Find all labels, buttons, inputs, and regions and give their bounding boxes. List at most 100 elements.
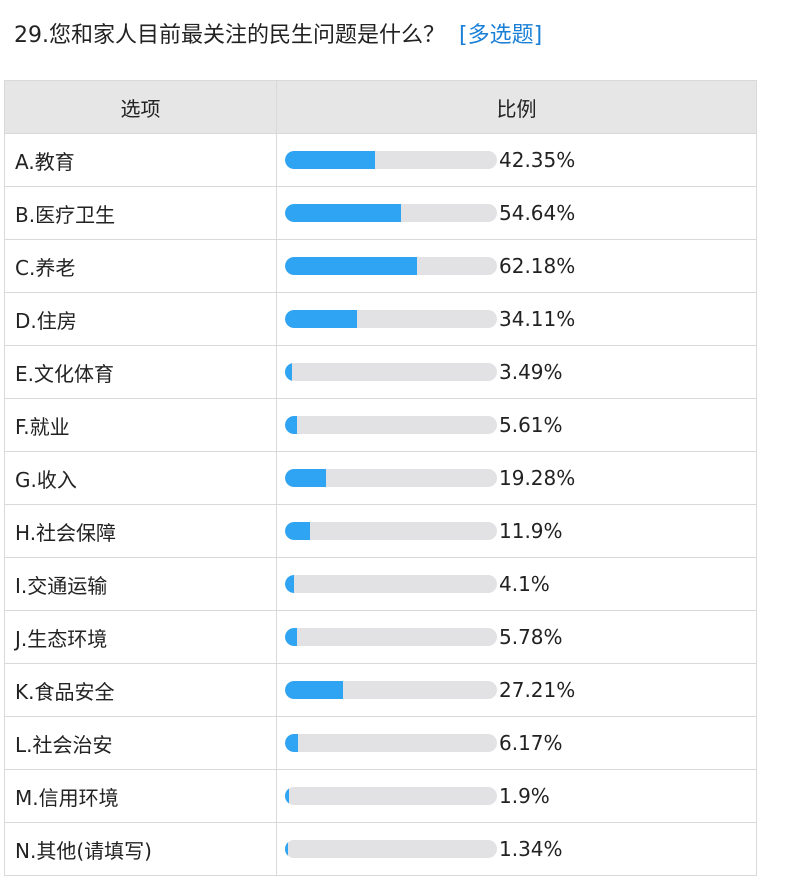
option-label: B.医疗卫生 bbox=[4, 186, 277, 240]
ratio-cell: 3.49% bbox=[276, 345, 757, 399]
percent-value: 54.64% bbox=[499, 201, 576, 225]
header-ratio: 比例 bbox=[276, 80, 757, 134]
progress-bar: 54.64% bbox=[277, 201, 756, 225]
progress-fill bbox=[285, 787, 290, 805]
question-type-tag: [多选题] bbox=[459, 23, 543, 48]
table-row: A.教育 42.35% bbox=[4, 133, 757, 187]
progress-track bbox=[285, 840, 497, 858]
progress-fill bbox=[285, 469, 326, 487]
progress-bar: 1.34% bbox=[277, 837, 756, 861]
progress-track bbox=[285, 681, 497, 699]
ratio-cell: 34.11% bbox=[276, 292, 757, 346]
progress-track bbox=[285, 363, 497, 381]
progress-fill bbox=[285, 257, 417, 275]
progress-fill bbox=[285, 840, 289, 858]
table-row: G.收入 19.28% bbox=[4, 451, 757, 505]
question-heading: 29.您和家人目前最关注的民生问题是什么？ [多选题] bbox=[14, 20, 542, 52]
percent-value: 1.34% bbox=[499, 837, 563, 861]
progress-track bbox=[285, 257, 497, 275]
progress-bar: 3.49% bbox=[277, 360, 756, 384]
progress-fill bbox=[285, 310, 358, 328]
question-title: 29.您和家人目前最关注的民生问题是什么？ bbox=[14, 23, 445, 48]
option-label: F.就业 bbox=[4, 398, 277, 452]
ratio-cell: 1.34% bbox=[276, 822, 757, 876]
progress-bar: 11.9% bbox=[277, 519, 756, 543]
progress-track bbox=[285, 628, 497, 646]
progress-track bbox=[285, 734, 497, 752]
progress-bar: 34.11% bbox=[277, 307, 756, 331]
progress-track bbox=[285, 416, 497, 434]
percent-value: 5.78% bbox=[499, 625, 563, 649]
ratio-cell: 4.1% bbox=[276, 557, 757, 611]
table-row: E.文化体育 3.49% bbox=[4, 345, 757, 399]
table-row: B.医疗卫生 54.64% bbox=[4, 186, 757, 240]
table-row: H.社会保障 11.9% bbox=[4, 504, 757, 558]
header-option: 选项 bbox=[4, 80, 277, 134]
progress-fill bbox=[285, 363, 293, 381]
ratio-cell: 6.17% bbox=[276, 716, 757, 770]
progress-bar: 42.35% bbox=[277, 148, 756, 172]
option-label: M.信用环境 bbox=[4, 769, 277, 823]
option-label: D.住房 bbox=[4, 292, 277, 346]
option-label: N.其他(请填写) bbox=[4, 822, 277, 876]
progress-track bbox=[285, 151, 497, 169]
progress-track bbox=[285, 204, 497, 222]
option-label: K.食品安全 bbox=[4, 663, 277, 717]
option-label: E.文化体育 bbox=[4, 345, 277, 399]
table-row: I.交通运输 4.1% bbox=[4, 557, 757, 611]
percent-value: 6.17% bbox=[499, 731, 563, 755]
ratio-cell: 5.61% bbox=[276, 398, 757, 452]
progress-track bbox=[285, 522, 497, 540]
results-table: 选项 比例 A.教育 42.35% B.医疗卫生 54.64% C.养老 62.18% D.… bbox=[4, 80, 757, 876]
progress-fill bbox=[285, 681, 343, 699]
ratio-cell: 42.35% bbox=[276, 133, 757, 187]
ratio-cell: 11.9% bbox=[276, 504, 757, 558]
table-row: M.信用环境 1.9% bbox=[4, 769, 757, 823]
table-row: D.住房 34.11% bbox=[4, 292, 757, 346]
table-row: K.食品安全 27.21% bbox=[4, 663, 757, 717]
progress-track bbox=[285, 469, 497, 487]
progress-bar: 19.28% bbox=[277, 466, 756, 490]
table-row: C.养老 62.18% bbox=[4, 239, 757, 293]
ratio-cell: 1.9% bbox=[276, 769, 757, 823]
progress-bar: 5.78% bbox=[277, 625, 756, 649]
option-label: A.教育 bbox=[4, 133, 277, 187]
table-row: J.生态环境 5.78% bbox=[4, 610, 757, 664]
progress-fill bbox=[285, 522, 311, 540]
percent-value: 4.1% bbox=[499, 572, 550, 596]
percent-value: 19.28% bbox=[499, 466, 576, 490]
percent-value: 1.9% bbox=[499, 784, 550, 808]
percent-value: 3.49% bbox=[499, 360, 563, 384]
progress-fill bbox=[285, 204, 401, 222]
ratio-cell: 5.78% bbox=[276, 610, 757, 664]
percent-value: 34.11% bbox=[499, 307, 576, 331]
header-row: 选项 比例 bbox=[4, 80, 757, 134]
progress-bar: 6.17% bbox=[277, 731, 756, 755]
option-label: H.社会保障 bbox=[4, 504, 277, 558]
percent-value: 62.18% bbox=[499, 254, 576, 278]
progress-bar: 1.9% bbox=[277, 784, 756, 808]
progress-fill bbox=[285, 575, 294, 593]
progress-bar: 27.21% bbox=[277, 678, 756, 702]
progress-bar: 5.61% bbox=[277, 413, 756, 437]
option-label: I.交通运输 bbox=[4, 557, 277, 611]
option-label: L.社会治安 bbox=[4, 716, 277, 770]
progress-fill bbox=[285, 628, 298, 646]
progress-fill bbox=[285, 734, 299, 752]
option-label: J.生态环境 bbox=[4, 610, 277, 664]
progress-track bbox=[285, 787, 497, 805]
ratio-cell: 19.28% bbox=[276, 451, 757, 505]
percent-value: 42.35% bbox=[499, 148, 576, 172]
ratio-cell: 54.64% bbox=[276, 186, 757, 240]
percent-value: 5.61% bbox=[499, 413, 563, 437]
option-label: C.养老 bbox=[4, 239, 277, 293]
progress-track bbox=[285, 575, 497, 593]
ratio-cell: 27.21% bbox=[276, 663, 757, 717]
table-row: N.其他(请填写) 1.34% bbox=[4, 822, 757, 876]
percent-value: 27.21% bbox=[499, 678, 576, 702]
table-row: L.社会治安 6.17% bbox=[4, 716, 757, 770]
table-row: F.就业 5.61% bbox=[4, 398, 757, 452]
progress-track bbox=[285, 310, 497, 328]
progress-fill bbox=[285, 416, 297, 434]
progress-bar: 62.18% bbox=[277, 254, 756, 278]
